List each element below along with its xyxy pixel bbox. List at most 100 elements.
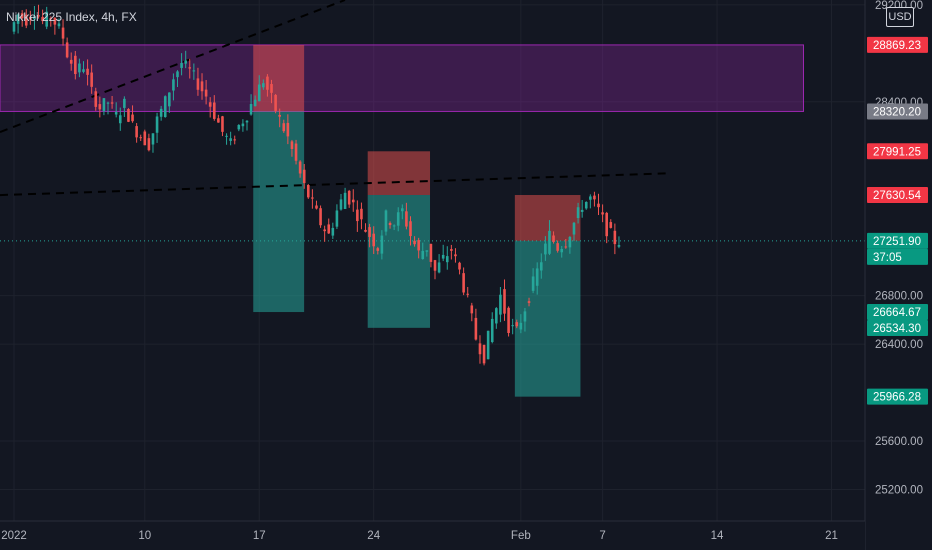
candle-body: [188, 67, 192, 69]
price-label: 27251.90: [873, 236, 921, 248]
candle-body: [163, 96, 167, 118]
price-label: 37:05: [873, 252, 902, 264]
candle-body: [556, 243, 559, 251]
currency-badge[interactable]: USD: [886, 7, 914, 27]
trendline-layer: [0, 0, 865, 242]
candle-body: [204, 89, 208, 97]
price-label-bg: [867, 103, 928, 120]
candle-body: [94, 91, 98, 107]
candle-body: [323, 229, 326, 232]
candle-body: [172, 79, 175, 91]
candle-body: [307, 184, 310, 198]
candle-body: [425, 250, 429, 252]
time-axis[interactable]: 2022 10 17 24 Feb 7 14 21: [0, 520, 865, 550]
candle-body: [208, 102, 212, 107]
time-tick-label: 24: [367, 530, 380, 542]
candle-body: [372, 233, 375, 247]
candle-body: [212, 102, 216, 119]
candle-body: [364, 229, 367, 232]
candle-body: [401, 208, 404, 212]
candle-body: [474, 317, 478, 340]
time-tick-label: Feb: [511, 530, 531, 542]
candle-body: [253, 99, 257, 107]
candle-body: [409, 221, 412, 237]
price-tick-label: 25600.00: [875, 436, 923, 448]
candle-body: [90, 72, 93, 87]
candle-body: [450, 249, 453, 251]
price-label: 27991.25: [873, 146, 921, 158]
candle-body: [347, 190, 351, 205]
candle-body: [356, 209, 359, 222]
candle-body: [286, 122, 290, 137]
time-tick-label: 2022: [1, 530, 27, 542]
candle-body: [302, 169, 306, 184]
candle-body: [82, 69, 85, 72]
candle-body: [131, 114, 134, 122]
candle-body: [49, 18, 53, 20]
candle-body: [319, 208, 322, 226]
candle-body: [78, 63, 81, 73]
time-tick-label: 7: [599, 530, 605, 542]
candlestick-series: [12, 4, 621, 366]
candle-body: [53, 17, 57, 25]
candle-body: [527, 301, 531, 303]
candle-body: [429, 243, 433, 262]
candle-body: [495, 308, 498, 324]
candle-body: [110, 102, 114, 104]
candle-body: [523, 311, 527, 322]
candle-body: [311, 197, 314, 199]
candle-body: [241, 123, 245, 127]
candle-body: [315, 205, 318, 209]
candle-body: [327, 224, 331, 234]
candle-body: [155, 116, 159, 133]
candle-body: [229, 138, 232, 141]
candle-body: [331, 227, 335, 236]
candle-body: [69, 59, 73, 64]
candle-body: [437, 262, 441, 273]
price-label: 27630.54: [873, 190, 922, 202]
candle-body: [29, 16, 32, 20]
candle-body: [478, 343, 482, 355]
candle-body: [180, 63, 183, 68]
candle-body: [441, 254, 445, 259]
price-axis-bg: [865, 0, 932, 550]
candle-body: [376, 248, 380, 251]
candle-body: [65, 42, 69, 58]
candle-body: [470, 305, 474, 314]
price-axis[interactable]: 29200.0028400.0026800.0026400.0025600.00…: [864, 0, 932, 550]
stop-loss-zone: [514, 195, 581, 241]
candle-body: [572, 222, 576, 235]
candle-body: [351, 199, 355, 203]
candle-body: [237, 125, 241, 130]
candle-body: [458, 262, 461, 270]
grid-lines: [0, 0, 865, 521]
candle-body: [421, 250, 425, 259]
candle-body: [433, 260, 437, 271]
candle-body: [511, 325, 514, 327]
price-tick-label: 25200.00: [875, 484, 923, 496]
candle-body: [609, 222, 613, 228]
symbol-title[interactable]: Nikkei 225 Index, 4h, FX: [6, 10, 137, 24]
candle-body: [576, 207, 580, 218]
candle-body: [589, 196, 592, 200]
candle-body: [61, 27, 65, 39]
candle-body: [45, 11, 48, 27]
candle-body: [507, 307, 510, 333]
candle-body: [613, 230, 617, 245]
candle-body: [217, 118, 220, 123]
candle-body: [499, 294, 502, 315]
candle-body: [535, 268, 539, 286]
candle-body: [257, 84, 261, 102]
candle-body: [343, 192, 347, 210]
candle-body: [37, 15, 40, 17]
price-tick-label: 26400.00: [875, 339, 923, 351]
candle-body: [249, 104, 253, 115]
candle-body: [503, 289, 506, 314]
candle-body: [388, 222, 392, 226]
candle-body: [605, 212, 608, 237]
candle-body: [106, 102, 110, 104]
candle-body: [490, 318, 494, 343]
candle-body: [405, 211, 408, 227]
candle-body: [159, 108, 163, 117]
